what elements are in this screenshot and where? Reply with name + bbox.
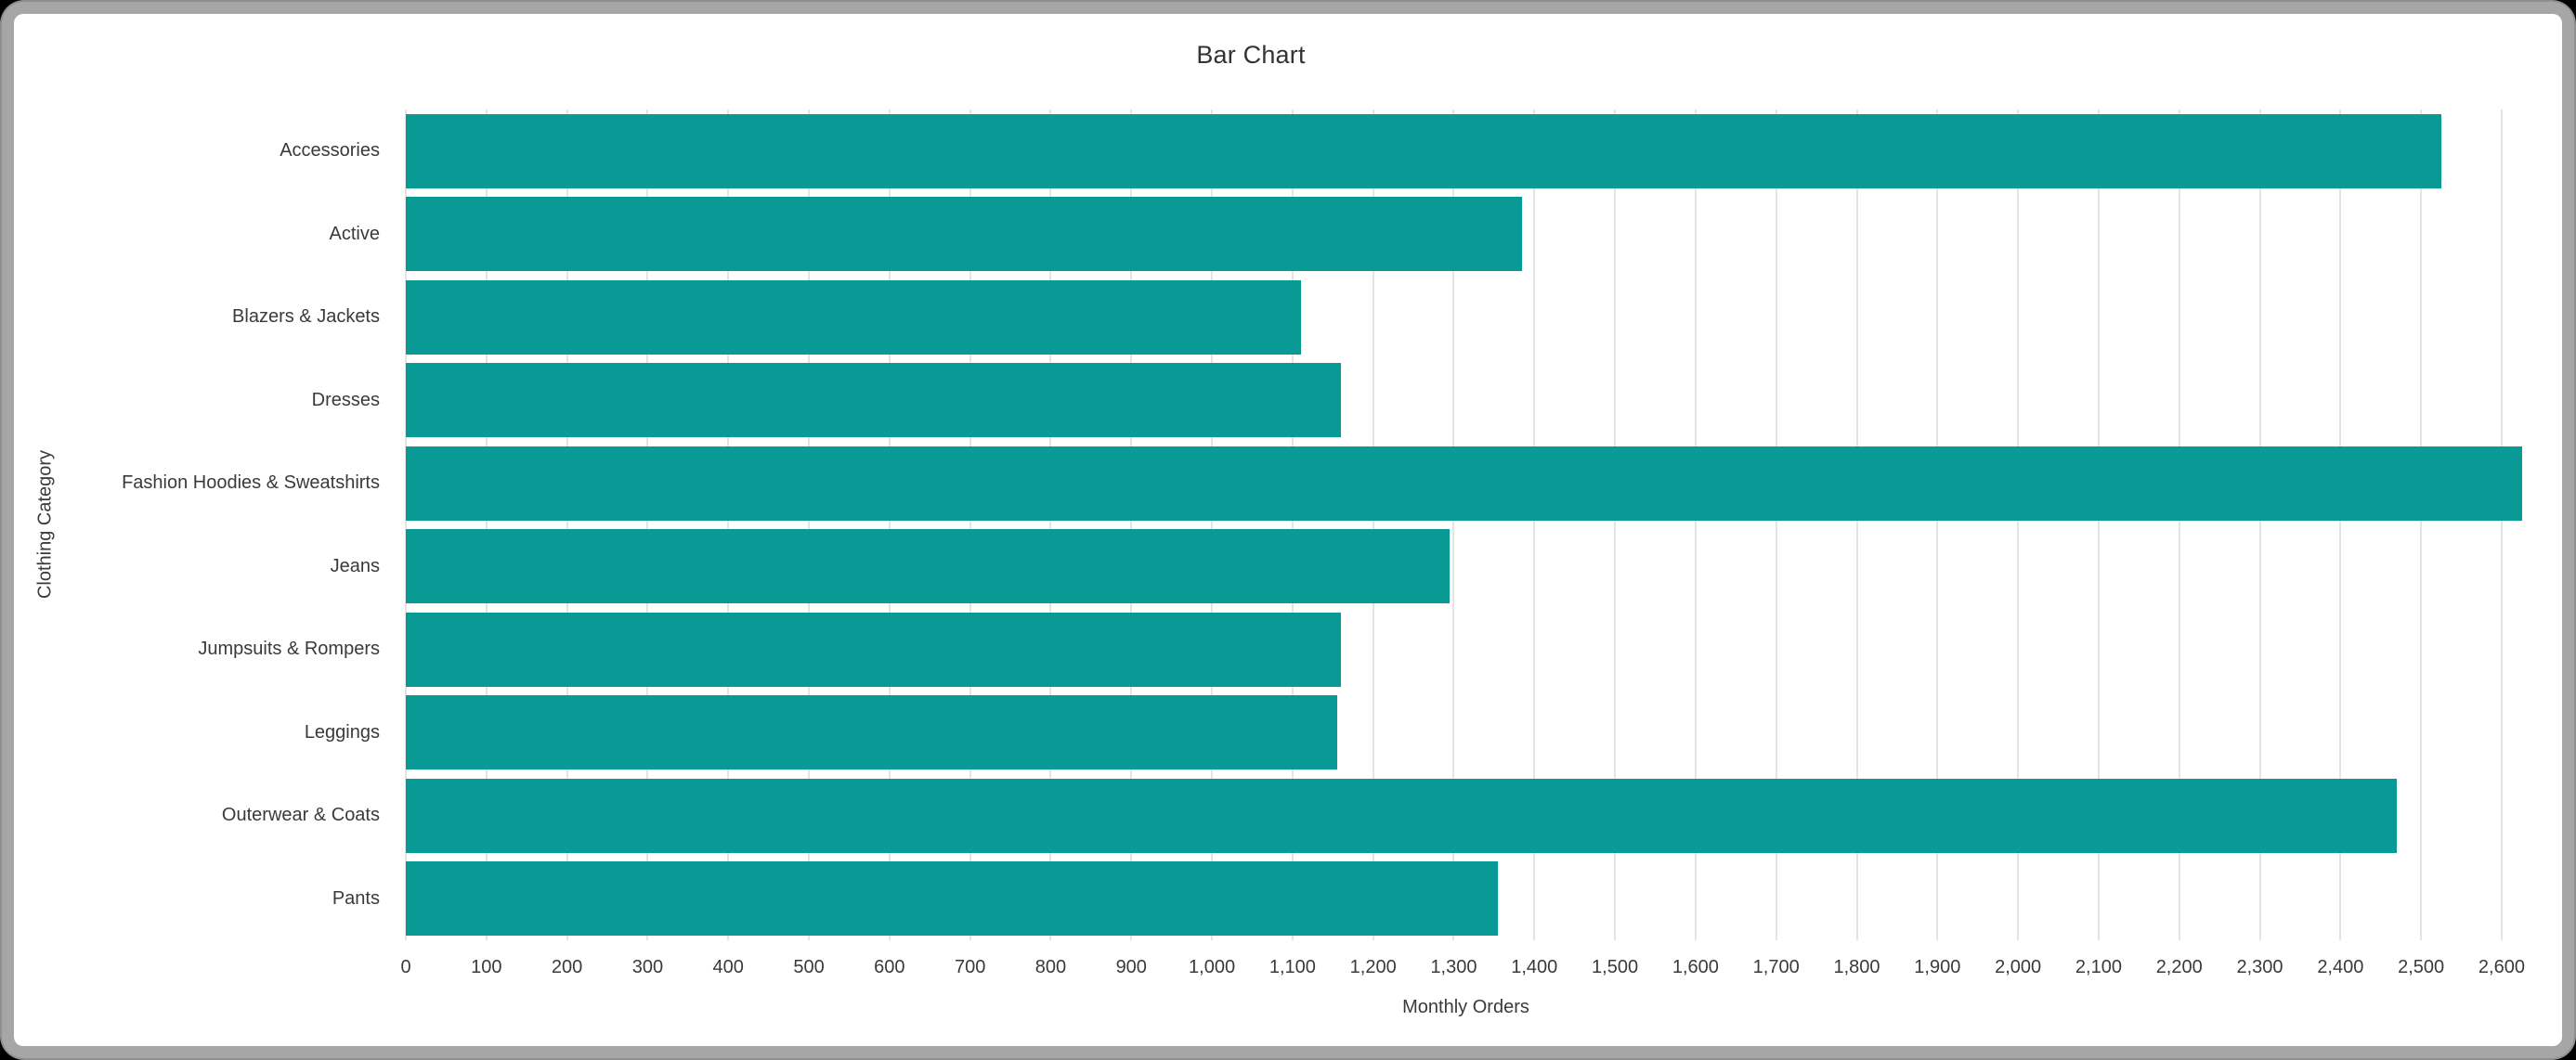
bar-row	[406, 276, 2526, 359]
bar-row	[406, 525, 2526, 609]
gridline	[1614, 110, 1617, 940]
x-tick-label: 400	[712, 957, 744, 977]
x-tick-label: 700	[954, 957, 986, 977]
category-label: Outerwear & Coats	[221, 805, 380, 825]
x-tick-label: 100	[471, 957, 502, 977]
bar-jumpsuits-rompers[interactable]	[406, 612, 1341, 687]
bar-row	[406, 858, 2526, 941]
category-label: Pants	[332, 887, 380, 909]
x-tick-label: 200	[551, 957, 583, 977]
x-tick-label: 2,100	[2075, 957, 2122, 977]
x-tick-label: 1,900	[1914, 957, 1961, 977]
gridline	[2500, 110, 2503, 940]
category-label: Accessories	[280, 140, 380, 161]
gridline	[566, 110, 568, 940]
x-tick-label: 1,600	[1672, 957, 1719, 977]
gridline	[1130, 110, 1133, 940]
bar-active[interactable]	[406, 197, 1523, 272]
category-label: Jumpsuits & Rompers	[198, 639, 380, 659]
x-tick-label: 300	[631, 957, 664, 977]
bar-outerwear-coats[interactable]	[406, 778, 2398, 853]
gridline	[1049, 110, 1052, 940]
bar-blazers-jackets[interactable]	[406, 279, 1301, 355]
bar-leggings[interactable]	[406, 695, 1337, 770]
chart-title: Bar Chart	[1196, 41, 1306, 69]
gridline	[2258, 110, 2261, 940]
gridline	[2420, 110, 2423, 940]
x-tick-label: 900	[1115, 957, 1147, 977]
gridline	[1533, 110, 1536, 940]
gridline	[1936, 110, 1939, 940]
x-tick-label: 0	[400, 957, 411, 977]
gridline	[485, 110, 488, 940]
gridline	[888, 110, 891, 940]
gridline	[969, 110, 971, 940]
x-tick-label: 1,000	[1189, 957, 1236, 977]
bar-row	[406, 774, 2526, 858]
x-tick-label: 1,500	[1592, 957, 1639, 977]
x-tick-label: 600	[874, 957, 905, 977]
x-tick-label: 1,300	[1430, 957, 1477, 977]
x-tick-label: 2,400	[2317, 957, 2364, 977]
bar-fashion-hoodies-sweatshirts[interactable]	[406, 446, 2522, 521]
bar-row	[406, 608, 2526, 692]
x-tick-label: 2,200	[2155, 957, 2203, 977]
bar-row	[406, 110, 2526, 193]
bar-jeans[interactable]	[406, 529, 1451, 604]
bar-pants[interactable]	[406, 861, 1499, 937]
x-tick-label: 800	[1034, 957, 1067, 977]
gridline	[1855, 110, 1858, 940]
x-tick-label: 2,600	[2478, 957, 2525, 977]
category-label: Fashion Hoodies & Sweatshirts	[122, 472, 380, 493]
x-tick-label: 1,400	[1511, 957, 1558, 977]
x-tick-label: 1,200	[1349, 957, 1397, 977]
gridline	[405, 110, 407, 940]
gridline	[808, 110, 811, 940]
x-tick-label: 1,100	[1268, 957, 1316, 977]
gridline	[1211, 110, 1214, 940]
x-axis-title: Monthly Orders	[1402, 997, 1529, 1017]
category-label: Leggings	[304, 721, 380, 743]
x-tick-label: 1,700	[1752, 957, 1800, 977]
category-label: Active	[329, 223, 380, 244]
bar-row	[406, 692, 2526, 775]
bar-accessories[interactable]	[406, 113, 2441, 188]
x-tick-label: 2,300	[2236, 957, 2283, 977]
gridline	[1775, 110, 1777, 940]
gridline	[727, 110, 730, 940]
bar-row	[406, 442, 2526, 525]
category-label: Blazers & Jackets	[232, 306, 380, 327]
plot-area	[405, 110, 2526, 941]
bar-row	[406, 193, 2526, 277]
gridline	[1452, 110, 1455, 940]
gridline	[2178, 110, 2180, 940]
gridline	[1291, 110, 1294, 940]
x-tick-label: 500	[793, 957, 825, 977]
bar-dresses[interactable]	[406, 363, 1341, 438]
gridline	[1694, 110, 1697, 940]
bar-row	[406, 359, 2526, 443]
x-tick-label: 1,800	[1833, 957, 1880, 977]
x-tick-label: 2,500	[2398, 957, 2445, 977]
gridline	[2339, 110, 2342, 940]
gridline	[1372, 110, 1374, 940]
gridline	[646, 110, 649, 940]
category-label: Dresses	[311, 389, 380, 410]
gridline	[2017, 110, 2020, 940]
category-label: Jeans	[330, 555, 380, 576]
x-tick-label: 2,000	[1995, 957, 2042, 977]
gridline	[2097, 110, 2100, 940]
